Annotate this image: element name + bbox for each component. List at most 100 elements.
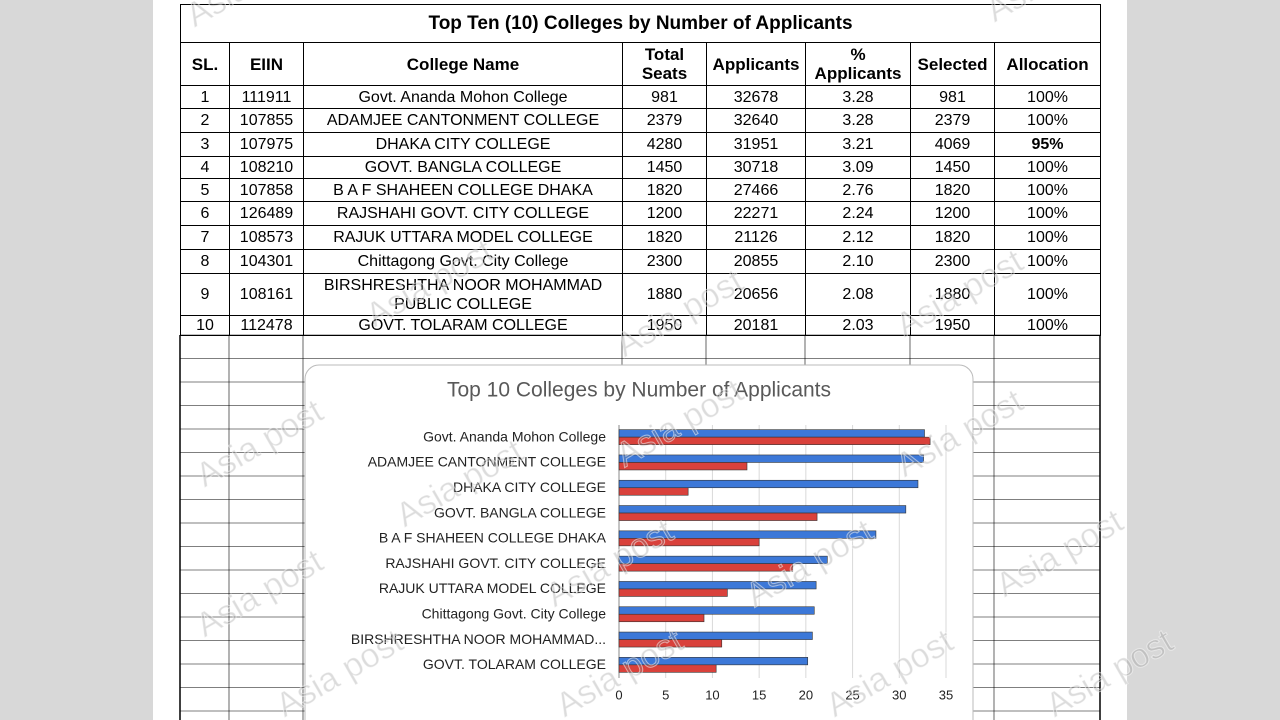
cell: 2.08 [805, 273, 911, 316]
y-tick-label: Chittagong Govt. City College [422, 605, 607, 621]
cell: 126489 [229, 201, 304, 226]
header-cell: Applicants [706, 42, 806, 86]
x-tick-label: 20 [799, 687, 813, 702]
cell: 6 [180, 201, 230, 226]
cell: 1 [180, 85, 230, 109]
colleges-table: Top Ten (10) Colleges by Number of Appli… [179, 4, 1102, 336]
bar [618, 639, 723, 648]
x-tick-label: 0 [615, 687, 622, 702]
cell: 1950 [622, 315, 707, 336]
bar [618, 505, 907, 514]
bar [618, 487, 689, 496]
chart-title: Top 10 Colleges by Number of Applicants [447, 379, 831, 402]
header-cell: EIIN [229, 42, 304, 86]
cell: 104301 [229, 249, 304, 274]
bar [618, 462, 748, 471]
cell: 2300 [622, 249, 707, 274]
cell: 100% [993, 273, 1102, 316]
cell: ADAMJEE CANTONMENT COLLEGE [303, 108, 623, 133]
y-tick-label: ADAMJEE CANTONMENT COLLEGE [368, 454, 606, 470]
header-row: SL. EIIN College Name Total Seats Applicants… [180, 42, 1102, 86]
y-tick-label: RAJSHAHI GOVT. CITY COLLEGE [385, 555, 606, 571]
table-row: 10 112478 GOVT. TOLARAM COLLEGE 1950 20181 2.… [180, 315, 1102, 336]
cell: 20855 [706, 249, 806, 274]
cell: 2.10 [805, 249, 911, 274]
cell: 1820 [622, 225, 707, 250]
watermark: Asia post [889, 242, 1030, 345]
cell: DHAKA CITY COLLEGE [303, 132, 623, 157]
y-tick-label: Govt. Ananda Mohon College [423, 428, 606, 444]
header-cell: Total Seats [622, 42, 707, 86]
bar [618, 479, 919, 489]
header-cell: Allocation [993, 42, 1102, 86]
y-tick-label: DHAKA CITY COLLEGE [453, 479, 606, 495]
x-tick-label: 30 [892, 687, 906, 702]
cell: 3.09 [805, 156, 911, 179]
cell: 108210 [229, 156, 304, 179]
title-row: Top Ten (10) Colleges by Number of Appli… [179, 4, 1102, 43]
x-tick-label: 10 [705, 687, 719, 702]
cell: 107858 [229, 178, 304, 202]
y-tick-label: RAJUK UTTARA MODEL COLLEGE [379, 580, 606, 596]
cell: 2300 [910, 249, 995, 274]
cell: 1880 [622, 273, 707, 316]
watermark: Asia post [1039, 622, 1180, 720]
watermark: Asia post [609, 262, 750, 365]
cell: 2379 [622, 108, 707, 133]
bar [618, 538, 760, 547]
cell: 100% [993, 85, 1102, 109]
cell: 2.24 [805, 201, 911, 226]
watermark: Asia post [359, 232, 500, 335]
watermark: Asia post [179, 0, 320, 35]
cell: 1200 [910, 201, 995, 226]
cell: 107975 [229, 132, 304, 157]
cell: 981 [622, 85, 707, 109]
cell: RAJUK UTTARA MODEL COLLEGE [303, 225, 623, 250]
y-tick-label: GOVT. BANGLA COLLEGE [434, 504, 606, 520]
bar [618, 454, 924, 463]
cell: 1200 [622, 201, 707, 226]
table-row: 1 111911 Govt. Ananda Mohon College 981 3267… [180, 85, 1102, 109]
x-tick-label: 35 [939, 687, 953, 702]
bar [618, 588, 728, 597]
cell: 108161 [229, 273, 304, 316]
cell: 100% [993, 178, 1102, 202]
cell: 31951 [706, 132, 806, 157]
cell: 100% [993, 225, 1102, 250]
table-row: 9 108161 BIRSHRESHTHA NOOR MOHAMMAD PUBLIC… [180, 273, 1102, 316]
table-row: 2 107855 ADAMJEE CANTONMENT COLLEGE 2379 326… [180, 108, 1102, 133]
bar [618, 664, 717, 673]
cell: 95% [993, 132, 1102, 157]
header-cell: Selected [910, 42, 995, 86]
cell: 981 [910, 85, 995, 109]
cell: 2.03 [805, 315, 911, 336]
y-tick-label: GOVT. TOLARAM COLLEGE [423, 656, 606, 672]
table-row: 3 107975 DHAKA CITY COLLEGE 4280 31951 3.21 40… [180, 132, 1102, 157]
table-row: 6 126489 RAJSHAHI GOVT. CITY COLLEGE 1200 22… [180, 201, 1102, 226]
bar [618, 563, 794, 572]
table-title: Top Ten (10) Colleges by Number of Appli… [179, 4, 1102, 43]
bar [618, 512, 818, 521]
bar [618, 606, 815, 615]
cell: 1880 [910, 273, 995, 316]
x-tick-label: 5 [662, 687, 669, 702]
cell: B A F SHAHEEN COLLEGE DHAKA [303, 178, 623, 202]
cell: 100% [993, 108, 1102, 133]
x-tick-label: 25 [845, 687, 859, 702]
cell: 20181 [706, 315, 806, 336]
cell: 1950 [910, 315, 995, 336]
cell: 9 [180, 273, 230, 316]
cell: GOVT. BANGLA COLLEGE [303, 156, 623, 179]
cell: RAJSHAHI GOVT. CITY COLLEGE [303, 201, 623, 226]
cell: 27466 [706, 178, 806, 202]
x-tick-label: 15 [752, 687, 766, 702]
table-row: 4 108210 GOVT. BANGLA COLLEGE 1450 30718 3.09… [180, 156, 1102, 179]
cell: 100% [993, 156, 1102, 179]
cell: 21126 [706, 225, 806, 250]
y-tick-label: BIRSHRESHTHA NOOR MOHAMMAD... [351, 631, 606, 647]
cell: 112478 [229, 315, 304, 336]
header-cell: SL. [180, 42, 230, 86]
table-row: 7 108573 RAJUK UTTARA MODEL COLLEGE 1820 211… [180, 225, 1102, 250]
cell: 100% [993, 201, 1102, 226]
